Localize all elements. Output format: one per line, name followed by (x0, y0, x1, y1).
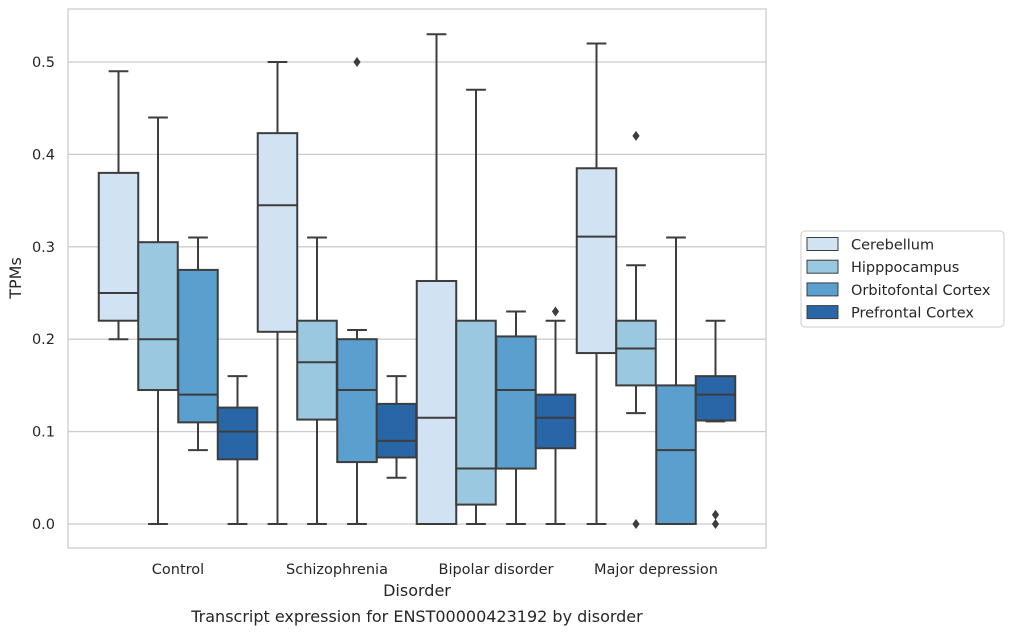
box-3-2 (655, 236, 697, 525)
boxes-layer (97, 33, 737, 529)
y-tick-label: 0.4 (32, 147, 55, 163)
box-0-2 (177, 236, 219, 452)
box-iqr (137, 241, 179, 392)
box-iqr (256, 132, 299, 333)
outlier-point (632, 519, 640, 529)
box-2-1 (455, 88, 497, 525)
y-tick-labels: 0.0 0.1 0.2 0.3 0.4 0.5 (32, 55, 55, 533)
box-iqr (615, 319, 657, 387)
x-tick-label: Major depression (594, 562, 718, 578)
box-iqr (495, 335, 537, 470)
legend: Cerebellum Hipppocampus Orbitofontal Corte… (800, 230, 1005, 328)
legend-swatch (806, 237, 839, 251)
box-iqr (575, 167, 618, 355)
box-iqr (216, 406, 259, 461)
legend-label: Prefrontal Cortex (851, 306, 974, 322)
x-axis-label: Disorder (383, 581, 451, 600)
box-iqr (97, 171, 140, 322)
box-1-0 (256, 61, 299, 525)
legend-swatch (806, 305, 839, 320)
outlier-point (551, 306, 560, 317)
legend-label: Hipppocampus (851, 260, 959, 276)
plot-frame (67, 8, 767, 549)
x-tick-labels: Control Schizophrenia Bipolar disorder Majo… (152, 562, 718, 578)
y-axis-label: TPMs (6, 257, 25, 300)
box-1-1 (296, 236, 338, 525)
box-0-3 (216, 375, 259, 525)
y-tick-label: 0.3 (32, 240, 55, 256)
box-0-1 (137, 116, 179, 525)
outlier-point (632, 130, 640, 141)
outlier-point (711, 519, 720, 529)
box-3-1 (615, 130, 657, 529)
figure-caption: Transcript expression for ENST0000042319… (190, 607, 643, 626)
box-iqr (375, 402, 418, 459)
box-iqr (177, 268, 219, 424)
box-iqr (534, 393, 577, 450)
outlier-point (353, 57, 361, 67)
box-iqr (455, 319, 497, 506)
box-iqr (336, 338, 378, 464)
legend-label: Cerebellum (851, 238, 934, 254)
y-tick-label: 0.1 (32, 425, 55, 441)
box-2-3 (534, 306, 577, 525)
box-3-3 (694, 319, 737, 529)
box-2-2 (495, 310, 537, 525)
box-iqr (415, 279, 458, 525)
x-tick-label: Bipolar disorder (439, 562, 554, 578)
y-tick-label: 0.5 (32, 55, 55, 71)
x-tick-label: Schizophrenia (286, 562, 388, 578)
y-tick-label: 0.0 (32, 517, 55, 533)
box-2-0 (415, 33, 458, 525)
box-1-3 (375, 375, 418, 479)
legend-frame (800, 230, 1005, 328)
legend-label: Orbitofontal Cortex (851, 283, 991, 299)
outlier-point (711, 509, 720, 520)
legend-swatch (806, 259, 839, 274)
box-3-0 (575, 42, 618, 525)
x-tick-label: Control (152, 562, 204, 578)
box-iqr (694, 375, 737, 422)
box-iqr (296, 319, 338, 421)
legend-swatch (806, 282, 839, 297)
box-iqr (655, 384, 697, 525)
y-tick-label: 0.2 (32, 332, 55, 348)
box-1-2 (336, 57, 378, 525)
